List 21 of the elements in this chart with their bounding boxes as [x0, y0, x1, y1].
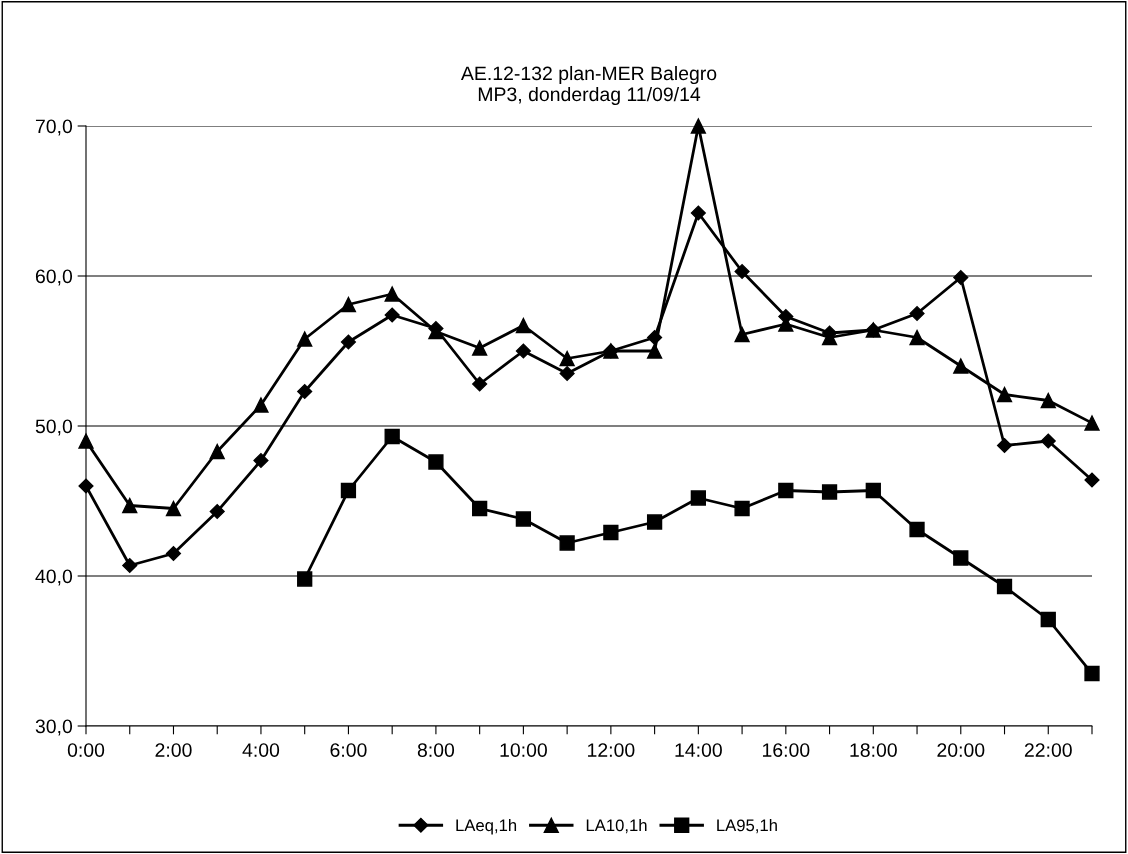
x-tick-label: 14:00 [675, 743, 722, 757]
x-tick-label: 0:00 [67, 743, 105, 757]
x-tick-label: 4:00 [242, 743, 280, 757]
x-tick-label: 20:00 [937, 743, 985, 757]
y-tick-label: 50,0 [35, 419, 73, 436]
x-tick-label: 18:00 [850, 743, 897, 757]
x-tick-label: 22:00 [1024, 743, 1072, 757]
legend-label: LA95,1h [717, 819, 777, 834]
legend-label: LAeq,1h [456, 819, 517, 835]
x-tick-label: 6:00 [330, 743, 367, 757]
x-tick-label: 8:00 [417, 743, 455, 757]
y-tick-label: 70,0 [35, 119, 73, 136]
x-tick-label: 16:00 [762, 743, 810, 757]
x-tick-label: 2:00 [155, 743, 192, 757]
x-tick-label: 10:00 [500, 743, 547, 757]
x-tick-label: 12:00 [588, 743, 635, 757]
y-tick-label: 30,0 [35, 719, 73, 736]
chart-title: AE.12-132 plan-MER Balegro MP3, donderdag 11/09/14 [460, 65, 717, 106]
y-tick-label: 60,0 [35, 269, 73, 286]
legend-label: LA10,1h [586, 819, 647, 834]
y-tick-label: 40,0 [35, 569, 73, 586]
